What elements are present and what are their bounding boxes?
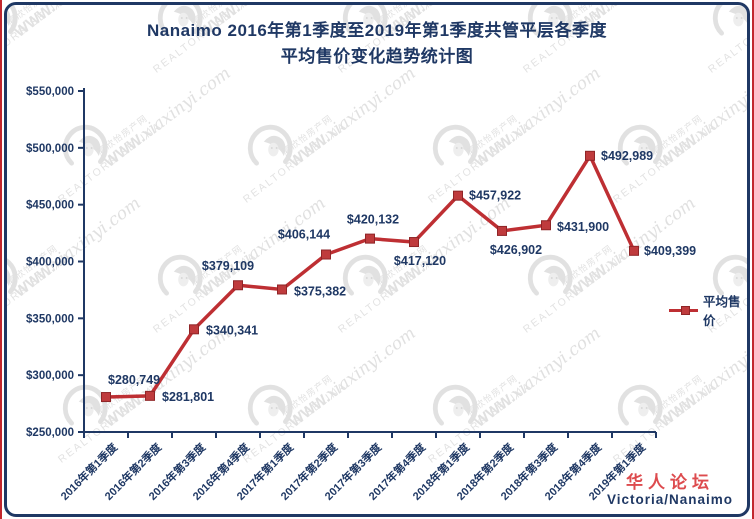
y-axis-label: $550,000 bbox=[26, 86, 74, 98]
data-point-label: $406,144 bbox=[278, 228, 330, 242]
data-point-label: $426,902 bbox=[490, 243, 542, 257]
data-point-label: $431,900 bbox=[557, 220, 609, 234]
data-point-marker bbox=[277, 284, 287, 295]
data-point-marker bbox=[541, 220, 551, 231]
data-point-label: $379,109 bbox=[202, 259, 254, 273]
y-axis-label: $350,000 bbox=[26, 313, 74, 325]
data-point-marker bbox=[497, 225, 507, 236]
data-point-marker bbox=[365, 233, 375, 244]
data-point-marker bbox=[453, 190, 463, 201]
footer-branding: 华人论坛 Victoria/Nanaimo bbox=[607, 474, 733, 508]
legend-marker-icon bbox=[681, 305, 690, 315]
legend: 平均售价 bbox=[669, 291, 747, 329]
price-trend-line-chart: $250,000 $300,000 $350,000 $400,000 $450,000… bbox=[26, 86, 696, 503]
data-point-label: $340,341 bbox=[206, 323, 258, 337]
y-axis-label: $400,000 bbox=[26, 257, 74, 269]
data-point-label: $417,120 bbox=[394, 254, 446, 268]
data-point-label: $457,922 bbox=[469, 189, 521, 203]
y-axis-label: $500,000 bbox=[26, 143, 74, 155]
data-point-label: $420,132 bbox=[347, 213, 399, 227]
data-point-marker bbox=[145, 390, 155, 401]
data-point-marker bbox=[321, 249, 331, 260]
y-axis-label: $250,000 bbox=[26, 427, 74, 439]
data-point-marker bbox=[101, 392, 111, 403]
forum-name: 华人论坛 bbox=[625, 473, 714, 493]
data-point-label: $492,989 bbox=[601, 149, 653, 163]
data-point-marker bbox=[233, 280, 243, 291]
data-point-marker bbox=[409, 237, 419, 248]
data-point-label: $280,749 bbox=[108, 373, 160, 387]
data-point-label: $375,382 bbox=[294, 284, 346, 298]
y-axis-label: $450,000 bbox=[26, 200, 74, 212]
legend-line-sample bbox=[669, 305, 699, 315]
y-axis-label: $300,000 bbox=[26, 370, 74, 382]
data-point-marker bbox=[189, 324, 199, 335]
forum-location: Victoria/Nanaimo bbox=[606, 492, 733, 508]
data-point-marker bbox=[585, 150, 595, 161]
data-point-label: $281,801 bbox=[162, 390, 214, 404]
data-point-marker bbox=[629, 245, 639, 256]
data-point-label: $409,399 bbox=[644, 244, 696, 258]
legend-label: 平均售价 bbox=[703, 295, 741, 328]
chart-title-line2: 平均售价变化趋势统计图 bbox=[280, 47, 474, 67]
series-line bbox=[105, 152, 636, 399]
